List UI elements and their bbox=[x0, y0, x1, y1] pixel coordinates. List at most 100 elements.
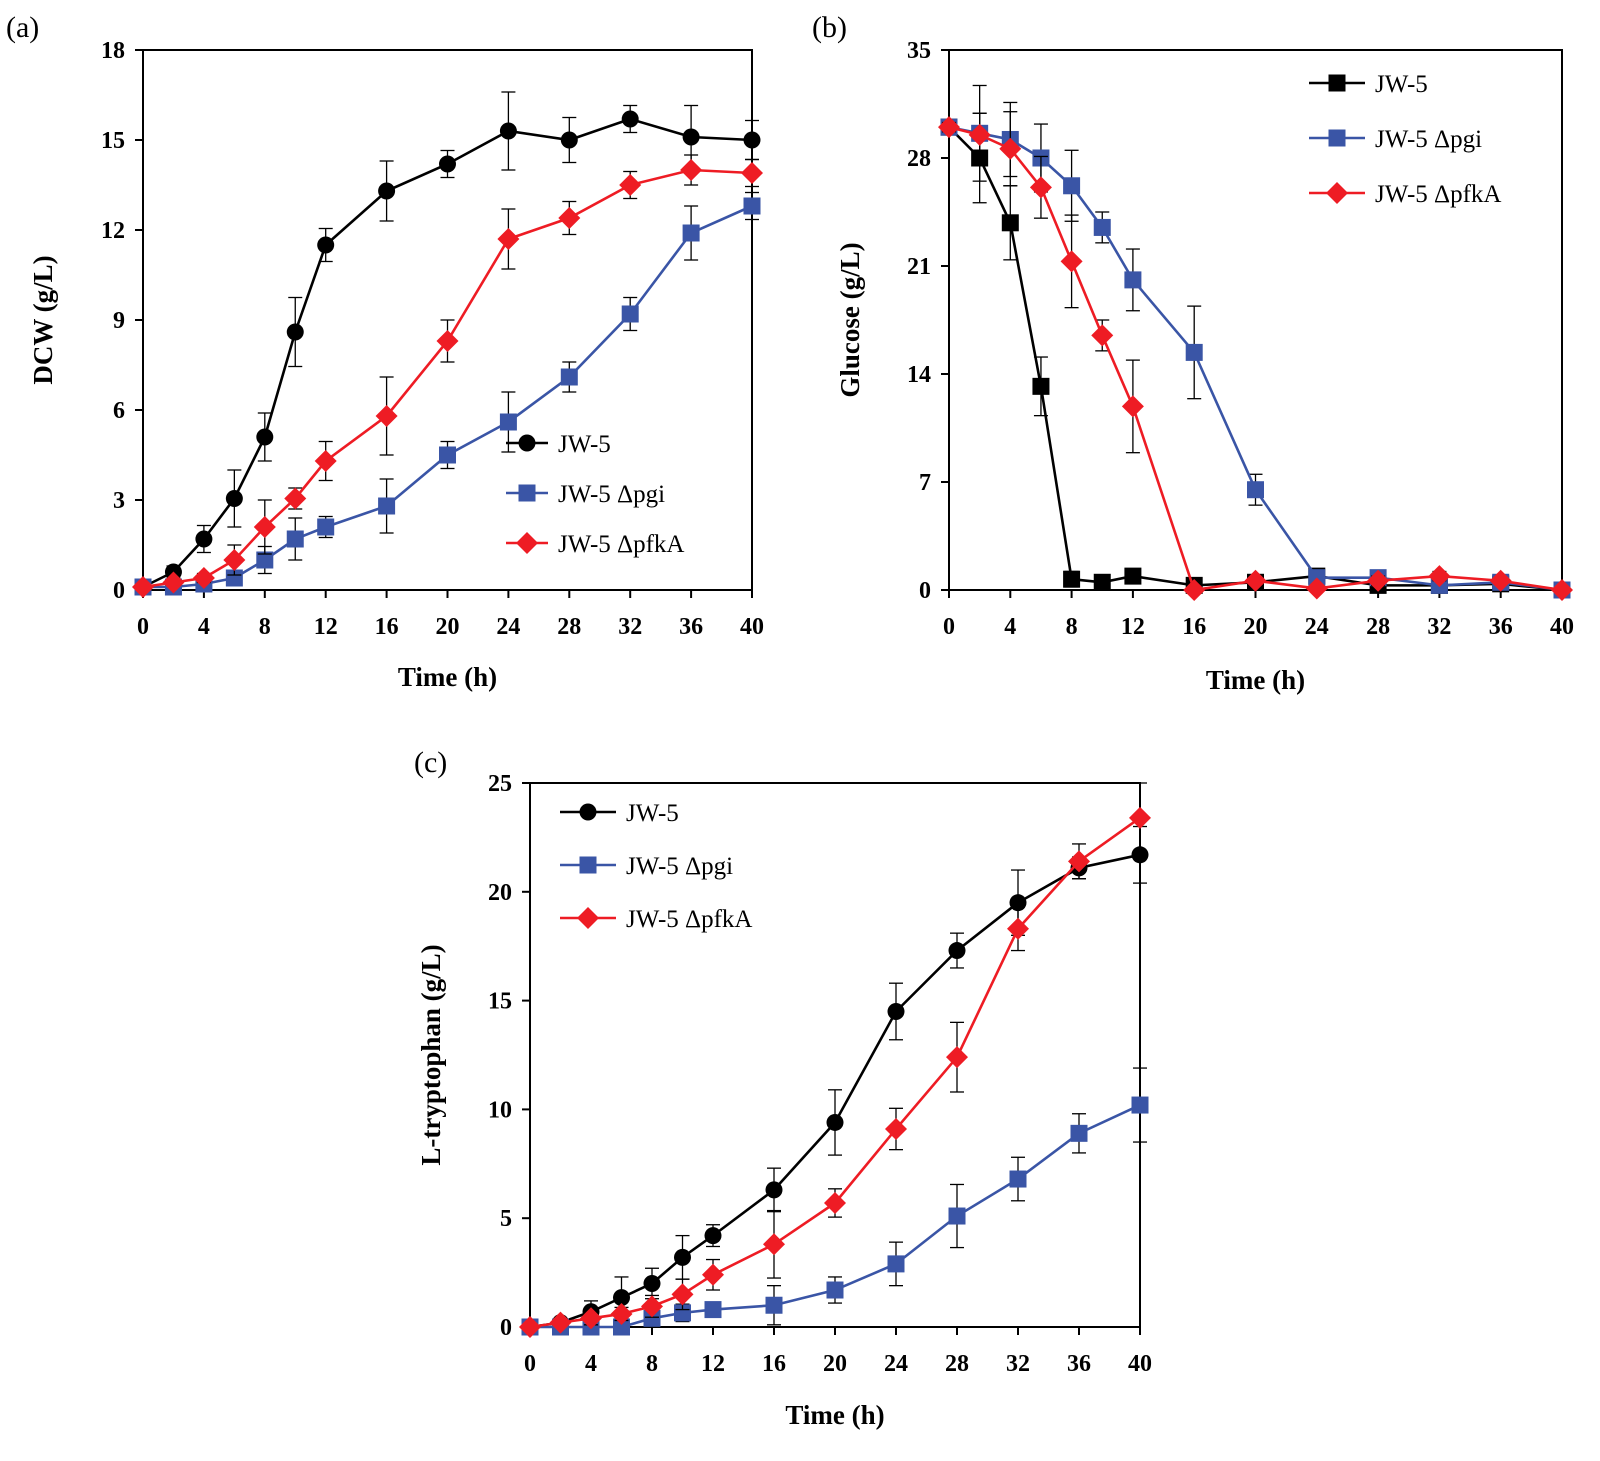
data-point bbox=[1009, 1170, 1027, 1188]
x-axis-title: Time (h) bbox=[398, 662, 497, 692]
data-point bbox=[765, 1181, 783, 1199]
data-point bbox=[1244, 569, 1267, 592]
data-point bbox=[1001, 214, 1019, 232]
legend-label: JW-5 Δpgi bbox=[558, 481, 665, 508]
data-point bbox=[680, 159, 703, 181]
x-tick-label: 20 bbox=[823, 1351, 847, 1377]
data-point bbox=[1551, 579, 1573, 601]
x-tick-label: 40 bbox=[1550, 614, 1574, 640]
x-tick-label: 16 bbox=[1182, 614, 1206, 640]
data-point bbox=[887, 1255, 905, 1273]
legend-label: JW-5 ΔpfkA bbox=[1375, 181, 1501, 208]
y-tick-label: 10 bbox=[488, 1097, 512, 1123]
y-tick-label: 0 bbox=[500, 1315, 512, 1341]
data-point bbox=[643, 1309, 661, 1327]
panel-c-label: (c) bbox=[414, 746, 447, 779]
data-point bbox=[1489, 569, 1512, 592]
data-point bbox=[560, 368, 578, 386]
data-point bbox=[560, 131, 578, 149]
legend-marker bbox=[516, 532, 538, 554]
data-point bbox=[499, 122, 517, 140]
data-point bbox=[948, 942, 966, 960]
data-point bbox=[704, 1227, 722, 1245]
legend-item: JW-5 Δpgi bbox=[506, 481, 665, 508]
y-tick-label: 12 bbox=[101, 218, 125, 244]
legend-marker bbox=[579, 856, 597, 874]
x-tick-label: 0 bbox=[943, 614, 955, 640]
x-tick-label: 40 bbox=[740, 614, 764, 640]
data-point bbox=[580, 1307, 602, 1330]
data-point bbox=[948, 1207, 966, 1225]
data-point bbox=[256, 428, 274, 446]
data-point bbox=[885, 1117, 907, 1140]
data-point bbox=[763, 1233, 785, 1256]
data-point bbox=[1093, 573, 1111, 591]
data-point bbox=[702, 1263, 724, 1286]
y-tick-label: 15 bbox=[488, 989, 512, 1015]
data-point bbox=[743, 197, 761, 215]
y-tick-label: 7 bbox=[919, 470, 931, 496]
legend-label: JW-5 bbox=[558, 431, 611, 458]
x-tick-label: 28 bbox=[1366, 614, 1390, 640]
data-point bbox=[1060, 250, 1083, 273]
y-axis-title: L-tryptophan (g/L) bbox=[416, 944, 446, 1165]
y-tick-label: 0 bbox=[919, 578, 931, 604]
legend: JW-5 JW-5 Δpgi JW-5 ΔpfkA bbox=[560, 800, 752, 933]
x-tick-label: 12 bbox=[314, 614, 338, 640]
legend-item: JW-5 bbox=[1309, 71, 1428, 98]
data-point bbox=[826, 1281, 844, 1299]
legend-marker bbox=[579, 803, 597, 821]
x-tick-label: 4 bbox=[585, 1351, 597, 1377]
x-tick-label: 8 bbox=[646, 1351, 658, 1377]
y-tick-label: 0 bbox=[113, 578, 125, 604]
x-tick-label: 28 bbox=[557, 614, 581, 640]
series-2 bbox=[521, 1067, 1149, 1336]
x-tick-label: 20 bbox=[1244, 614, 1268, 640]
data-point bbox=[499, 413, 517, 431]
data-point bbox=[741, 162, 763, 184]
legend-item: JW-5 Δpgi bbox=[560, 853, 733, 880]
panel-a-label: (a) bbox=[6, 11, 39, 44]
data-point bbox=[558, 207, 581, 229]
x-tick-label: 36 bbox=[1489, 614, 1513, 640]
legend-item: JW-5 Δpgi bbox=[1309, 126, 1482, 153]
data-point bbox=[704, 1301, 722, 1319]
data-point bbox=[439, 155, 456, 173]
x-tick-label: 16 bbox=[375, 614, 399, 640]
data-point bbox=[621, 305, 639, 323]
series-3 bbox=[132, 154, 763, 598]
series-1 bbox=[521, 825, 1149, 1336]
data-point bbox=[643, 1274, 661, 1292]
x-tick-label: 32 bbox=[1427, 614, 1451, 640]
legend-item: JW-5 bbox=[560, 800, 679, 827]
x-tick-label: 36 bbox=[679, 614, 703, 640]
legend-label: JW-5 bbox=[1375, 71, 1428, 98]
data-point bbox=[1185, 343, 1203, 361]
panel-b: (b) 0 4 8 12 16 20 24 28 32 36 40 0 7 14 21 28 35 Time (h… bbox=[812, 11, 1574, 695]
data-point bbox=[743, 131, 761, 149]
x-tick-label: 36 bbox=[1067, 1351, 1091, 1377]
legend-marker bbox=[518, 434, 536, 452]
legend-item: JW-5 ΔpfkA bbox=[506, 531, 684, 558]
data-point bbox=[162, 571, 185, 594]
y-axis-title: DCW (g/L) bbox=[28, 255, 58, 384]
y-tick-label: 5 bbox=[500, 1206, 512, 1232]
legend-label: JW-5 Δpgi bbox=[1375, 126, 1482, 153]
series-3 bbox=[519, 782, 1151, 1338]
data-point bbox=[286, 323, 304, 341]
data-point bbox=[1121, 395, 1144, 418]
data-point bbox=[225, 569, 243, 587]
legend-item: JW-5 ΔpfkA bbox=[560, 906, 752, 933]
data-point bbox=[1131, 846, 1149, 864]
data-point bbox=[549, 1311, 572, 1334]
legend-item: JW-5 ΔpfkA bbox=[1309, 181, 1501, 208]
data-point bbox=[1091, 324, 1114, 347]
data-point bbox=[671, 1283, 694, 1306]
y-tick-label: 28 bbox=[907, 146, 931, 172]
legend-marker bbox=[1328, 74, 1346, 92]
data-point bbox=[1183, 579, 1206, 601]
data-point bbox=[223, 549, 246, 571]
x-tick-label: 0 bbox=[524, 1351, 536, 1377]
